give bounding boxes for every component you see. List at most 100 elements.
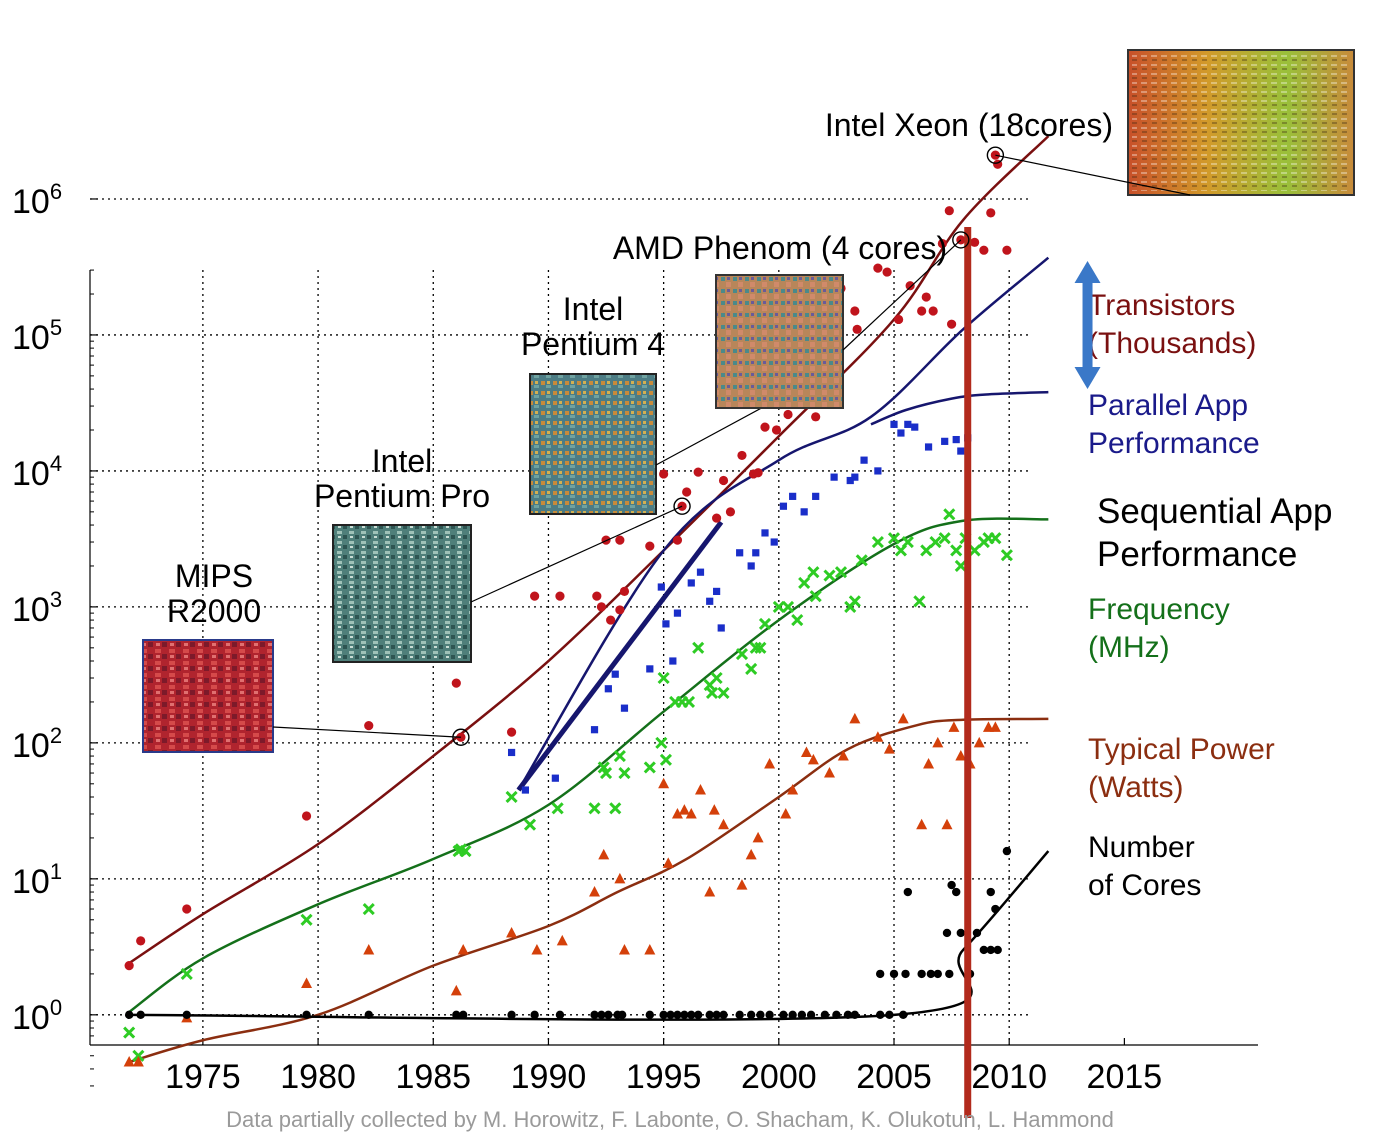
data-point-frequency-mhz [717, 686, 730, 699]
data-point-frequency-mhz [848, 595, 861, 608]
data-point-parallel-app-performance [904, 420, 912, 428]
data-point-transistors-thousands [850, 306, 860, 316]
trend-line-frequency-mhz [128, 517, 1049, 1013]
data-point-parallel-app-performance [646, 665, 654, 673]
data-point-frequency-mhz [871, 535, 884, 549]
leader-line [272, 726, 461, 738]
data-point-parallel-app-performance [604, 685, 612, 693]
data-point-number-of-cores [645, 1010, 655, 1020]
data-point-transistors-thousands [615, 535, 625, 545]
data-point-frequency-mhz [613, 749, 626, 763]
data-point-typical-power-watts [363, 943, 375, 955]
series-labels: Transistors (Thousands) Parallel App Perfor… [1088, 289, 1332, 902]
data-point-typical-power-watts [948, 721, 960, 732]
data-point-transistors-thousands [894, 314, 904, 325]
leader-line [470, 505, 683, 603]
data-point-frequency-mhz [823, 569, 836, 582]
data-point-number-of-cores [952, 887, 961, 897]
data-point-transistors-thousands [451, 678, 461, 688]
data-point-typical-power-watts [780, 807, 792, 819]
data-point-frequency-mhz [989, 532, 1002, 545]
data-point-transistors-thousands [682, 487, 692, 497]
data-point-frequency-mhz [791, 614, 804, 627]
data-point-number-of-cores [820, 1010, 830, 1020]
data-point-transistors-thousands [760, 422, 770, 432]
data-point-transistors-thousands [606, 615, 616, 625]
data-point-number-of-cores [590, 1010, 599, 1020]
annotation-label: AMD Phenom (4 cores) [613, 230, 947, 266]
data-point-frequency-mhz [929, 535, 942, 549]
data-point-typical-power-watts [787, 784, 799, 795]
data-point-number-of-cores [136, 1010, 145, 1020]
annotation-label: Pentium 4 [521, 326, 665, 362]
data-point-typical-power-watts [955, 750, 967, 761]
data-point-typical-power-watts [506, 926, 518, 938]
data-point-transistors-thousands [364, 720, 374, 731]
data-point-transistors-thousands [753, 468, 763, 478]
data-point-typical-power-watts [736, 879, 748, 890]
data-point-frequency-mhz [943, 508, 956, 521]
data-point-number-of-cores [843, 1010, 853, 1020]
series-label-frequency-mhz: Frequency [1088, 593, 1230, 626]
data-point-number-of-cores [993, 945, 1002, 955]
data-point-typical-power-watts [132, 1055, 144, 1067]
data-point-parallel-app-performance [717, 624, 725, 632]
series-label-frequency-mhz: (MHz) [1088, 631, 1170, 664]
data-point-frequency-mhz [901, 535, 914, 549]
data-point-transistors-thousands [986, 208, 996, 218]
series-label-transistors-thousands: (Thousands) [1088, 327, 1256, 360]
data-point-number-of-cores [712, 1010, 721, 1020]
data-point-transistors-thousands [1002, 245, 1012, 255]
data-point-number-of-cores [756, 1010, 765, 1020]
series-label-number-of-cores: of Cores [1088, 869, 1201, 902]
data-point-parallel-app-performance [761, 529, 769, 537]
data-point-transistors-thousands [615, 605, 625, 615]
data-point-number-of-cores [673, 1010, 682, 1020]
data-point-number-of-cores [1002, 846, 1012, 856]
data-point-number-of-cores [779, 1010, 788, 1020]
data-point-number-of-cores [875, 969, 885, 979]
data-point-number-of-cores [182, 1010, 191, 1020]
trend-lines [128, 135, 1050, 1064]
data-point-frequency-mhz [609, 802, 622, 815]
annotation-label: Intel Xeon (18cores) [825, 107, 1113, 143]
data-point-transistors-thousands [619, 586, 630, 597]
data-point-parallel-app-performance [800, 508, 808, 516]
data-point-parallel-app-performance [662, 620, 670, 628]
data-point-transistors-thousands [905, 281, 915, 291]
data-point-typical-power-watts [718, 818, 730, 830]
data-point-parallel-app-performance [687, 579, 695, 587]
x-tick-label: 1975 [165, 1058, 241, 1096]
die-photo-ppro [332, 524, 472, 663]
annotation-label: Pentium Pro [314, 478, 490, 514]
leader-line [842, 239, 962, 351]
data-point-frequency-mhz [659, 753, 672, 766]
data-point-transistors-thousands [124, 961, 134, 971]
data-point-number-of-cores [452, 1010, 461, 1020]
data-point-number-of-cores [597, 1010, 606, 1020]
series-label-sequential-app-performance: Sequential App [1097, 492, 1332, 531]
data-point-number-of-cores [991, 904, 1000, 914]
data-point-typical-power-watts [883, 743, 895, 754]
data-point-parallel-app-performance [952, 435, 960, 444]
tick-labels: 100 101 102 103 104 105 106 1975 1980 1985 1990 199… [12, 179, 1162, 1096]
data-point-number-of-cores [933, 969, 942, 979]
data-point-frequency-mhz [705, 686, 719, 699]
data-point-typical-power-watts [301, 977, 313, 988]
data-point-frequency-mhz [745, 662, 758, 675]
data-point-transistors-thousands [917, 306, 927, 316]
annotation-label: MIPS [175, 558, 253, 594]
data-point-typical-power-watts [837, 750, 849, 761]
data-point-number-of-cores [530, 1010, 539, 1020]
x-tick-label: 1980 [280, 1058, 356, 1096]
data-point-transistors-thousands [921, 292, 931, 302]
data-point-number-of-cores [972, 928, 982, 938]
annotation-label: Intel [563, 291, 623, 327]
data-point-frequency-mhz [123, 1026, 136, 1039]
data-point-frequency-mhz [362, 902, 375, 916]
data-point-number-of-cores [459, 1010, 468, 1020]
data-point-parallel-app-performance [657, 583, 665, 591]
